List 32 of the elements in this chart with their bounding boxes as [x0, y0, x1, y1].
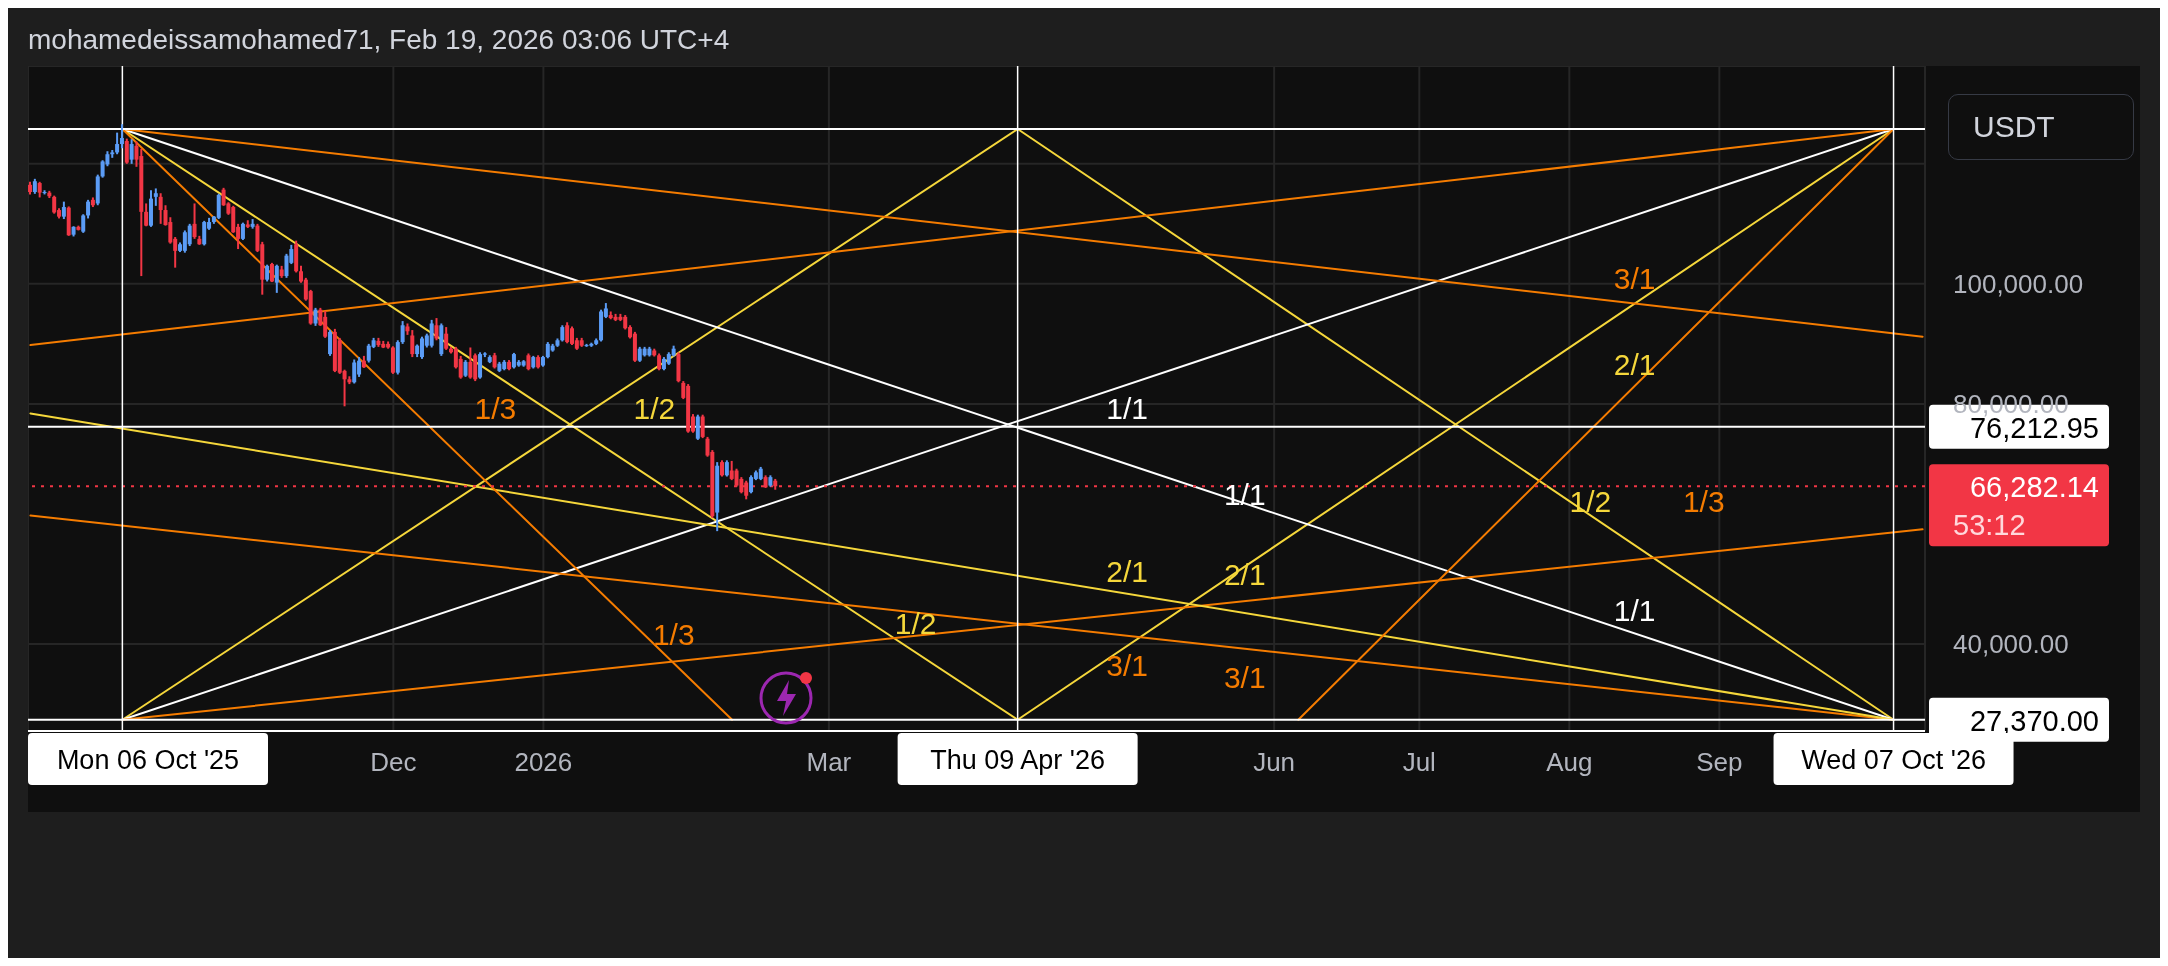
annotation: 1/2 [894, 606, 937, 641]
annotation: 1/1 [1223, 477, 1266, 512]
x-tick-label: Aug [1546, 747, 1593, 778]
annotation: 2/1 [1223, 557, 1266, 592]
x-tick-label: 2026 [514, 747, 573, 778]
ref-line-label: Thu 09 Apr '26 [930, 745, 1106, 775]
y-tick-label: 100,000.00 [1953, 269, 2084, 300]
x-tick-label: Dec [370, 747, 417, 778]
annotation: 1/3 [1682, 484, 1725, 519]
annotation: 1/2 [633, 392, 676, 427]
annotation: 1/3 [652, 618, 695, 653]
x-tick-label: Mar [806, 747, 852, 778]
annotation: 1/1 [1106, 392, 1148, 427]
ref-line-label: 66,282.14 [1969, 471, 2099, 504]
chart-title: mohamedeissamohamed71, Feb 19, 2026 03:06 UTC+4 [28, 24, 730, 56]
annotation: 2/1 [1613, 348, 1656, 383]
annotation: 1/1 [1613, 593, 1656, 628]
ref-line-label: 27,370.00 [1969, 704, 2099, 737]
annotation: 1/3 [474, 392, 517, 427]
x-tick-label: Jul [1402, 747, 1436, 778]
ref-line-label: Mon 06 Oct '25 [56, 745, 240, 775]
y-tick-label: 40,000.00 [1953, 629, 2069, 660]
y-axis-title: USDT [1948, 94, 2134, 160]
annotation: 3/1 [1223, 661, 1266, 696]
x-tick-label: Sep [1696, 747, 1743, 778]
annotation: 3/1 [1613, 261, 1656, 296]
annotation: 2/1 [1106, 555, 1148, 590]
annotation: 1/2 [1569, 484, 1612, 519]
annotation: 3/1 [1106, 649, 1148, 684]
ref-line-label: Wed 07 Oct '26 [1801, 745, 1986, 775]
text: 53:12 [1953, 509, 2026, 542]
x-tick-label: Jun [1253, 747, 1296, 778]
